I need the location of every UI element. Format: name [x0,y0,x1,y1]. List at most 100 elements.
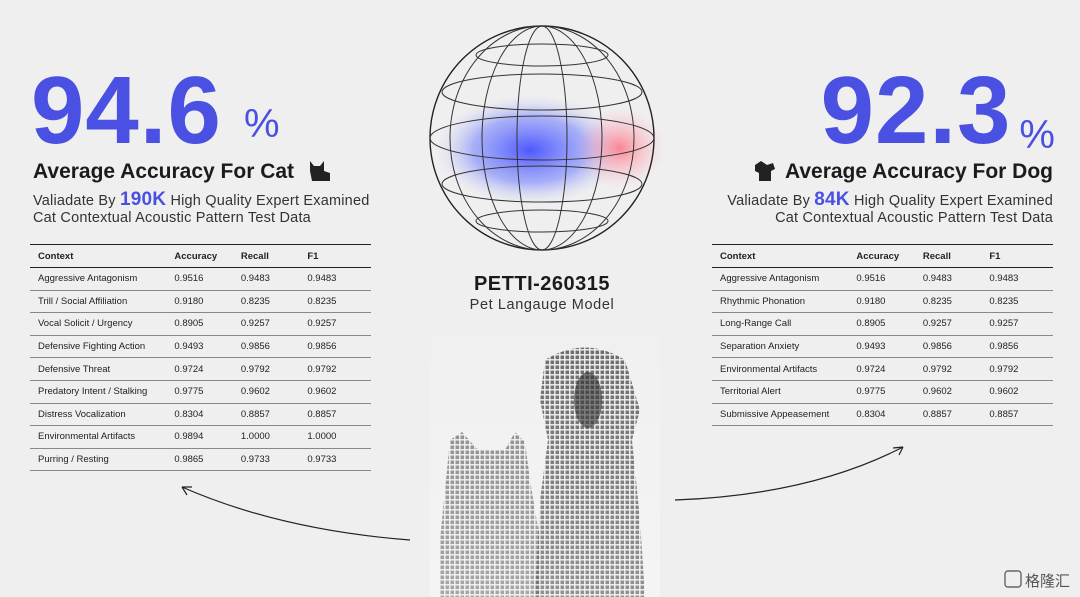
metric-cell: 0.9516 [166,267,233,291]
validation-count: 190K [119,189,167,210]
metric-cell: 0.8235 [914,290,982,314]
metric-cell: 0.9856 [232,335,300,359]
dog-heading: Average Accuracy For Dog [784,160,1053,183]
header-row: Context Accuracy Recall F1 [712,244,1053,268]
context-cell: Vocal Solicit / Urgency [30,312,167,336]
metric-cell: 0.9602 [232,380,300,404]
metric-cell: 0.8857 [981,403,1053,427]
metric-cell: 0.9257 [232,312,300,336]
header-row: Context Accuracy Recall F1 [30,244,371,268]
metric-cell: 0.9602 [299,380,371,404]
table-row: Aggressive Antagonism 0.9516 0.9483 0.9483 [30,267,371,291]
dog-validation: Valiadate By 84K High Quality Expert Exa… [727,189,1053,227]
metric-cell: 0.8905 [848,312,915,336]
metric-cell: 0.9733 [232,448,300,472]
table-row: Territorial Alert 0.9775 0.9602 0.9602 [712,380,1053,404]
metric-cell: 0.9257 [914,312,982,336]
table-row: Predatory Intent / Stalking 0.9775 0.9602 0… [30,380,371,404]
metric-cell: 0.9792 [232,357,300,381]
column-header: Accuracy [848,244,915,268]
arrow [674,446,904,501]
metric-cell: 0.9516 [848,267,915,291]
dog-unit: % [1019,113,1055,157]
metric-cell: 0.9792 [299,357,371,381]
pixel-pets [430,330,660,597]
metric-cell: 0.9792 [914,357,982,381]
validation-line2: Cat Contextual Acoustic Pattern Test Dat… [33,210,311,226]
context-cell: Environmental Artifacts [712,357,849,381]
table-row: Environmental Artifacts 0.9894 1.0000 1.000… [30,425,371,449]
metric-cell: 0.9792 [981,357,1053,381]
table-row: Environmental Artifacts 0.9724 0.9792 0.979… [712,357,1053,381]
table-row: Defensive Threat 0.9724 0.9792 0.9792 [30,357,371,381]
context-cell: Territorial Alert [712,380,849,404]
cat-validation: Valiadate By 190K High Quality Expert Ex… [33,189,370,227]
validation-prefix: Valiadate By [727,193,811,209]
column-header: Recall [914,244,982,268]
validation-suffix: High Quality Expert Examined [170,193,370,209]
metric-cell: 0.9856 [299,335,371,359]
context-cell: Submissive Appeasement [712,403,849,427]
metric-cell: 0.8304 [848,403,915,427]
column-header: F1 [981,244,1053,268]
context-cell: Separation Anxiety [712,335,849,359]
metric-cell: 0.9180 [166,290,233,314]
metric-cell: 0.8235 [232,290,300,314]
column-header: Accuracy [166,244,233,268]
dog-score-row: 92.3 % [821,63,1055,159]
table-row: Separation Anxiety 0.9493 0.9856 0.9856 [712,335,1053,359]
metric-cell: 0.9602 [981,380,1053,404]
metric-cell: 0.8235 [981,290,1053,314]
metric-cell: 0.9257 [299,312,371,336]
arrow-head [892,446,904,456]
metric-cell: 0.8235 [299,290,371,314]
validation-count: 84K [814,189,850,210]
metric-cell: 0.9257 [981,312,1053,336]
metric-cell: 0.9775 [848,380,915,404]
metric-cell: 0.9724 [848,357,915,381]
cat-score: 94.6 [31,57,222,164]
metric-cell: 0.9894 [166,425,233,449]
arrow [181,486,411,541]
column-header: Context [30,244,167,268]
sphere [429,25,665,251]
metric-cell: 0.9856 [914,335,982,359]
metric-cell: 0.9180 [848,290,915,314]
metric-cell: 0.9483 [232,267,300,291]
cat-icon [310,161,330,181]
cat-heading: Average Accuracy For Cat [33,160,295,183]
metric-cell: 0.8857 [299,403,371,427]
metric-cell: 0.9493 [166,335,233,359]
metric-cell: 0.9493 [848,335,915,359]
metric-cell: 1.0000 [232,425,300,449]
dog-score: 92.3 [820,57,1012,164]
context-cell: Purring / Resting [30,448,167,472]
metric-cell: 0.9775 [166,380,233,404]
cat-unit: % [244,102,280,146]
model-name: PETTI-260315 [473,273,611,295]
context-cell: Long-Range Call [712,312,849,336]
metric-cell: 0.9483 [914,267,982,291]
table-row: Aggressive Antagonism 0.9516 0.9483 0.9483 [712,267,1053,291]
context-cell: Aggressive Antagonism [30,267,167,291]
context-cell: Environmental Artifacts [30,425,167,449]
table-row: Submissive Appeasement 0.8304 0.8857 0.8857 [712,403,1053,427]
context-cell: Predatory Intent / Stalking [30,380,167,404]
table-row: Trill / Social Affiliation 0.9180 0.8235 0.… [30,290,371,314]
metric-cell: 1.0000 [299,425,371,449]
validation-line2: Cat Contextual Acoustic Pattern Test Dat… [775,210,1053,226]
metric-cell: 0.9483 [299,267,371,291]
table-row: Rhythmic Phonation 0.9180 0.8235 0.8235 [712,290,1053,314]
dog-table: Context Accuracy Recall F1 Aggressive Antago… [712,244,1053,427]
table-row: Long-Range Call 0.8905 0.9257 0.9257 [712,312,1053,336]
context-cell: Distress Vocalization [30,403,167,427]
metric-cell: 0.8857 [914,403,982,427]
dog-icon [755,161,775,181]
metric-cell: 0.9856 [981,335,1053,359]
validation-suffix: High Quality Expert Examined [853,193,1053,209]
context-cell: Trill / Social Affiliation [30,290,167,314]
table-row: Purring / Resting 0.9865 0.9733 0.9733 [30,448,371,472]
column-header: F1 [299,244,371,268]
table-row: Vocal Solicit / Urgency 0.8905 0.9257 0.925… [30,312,371,336]
